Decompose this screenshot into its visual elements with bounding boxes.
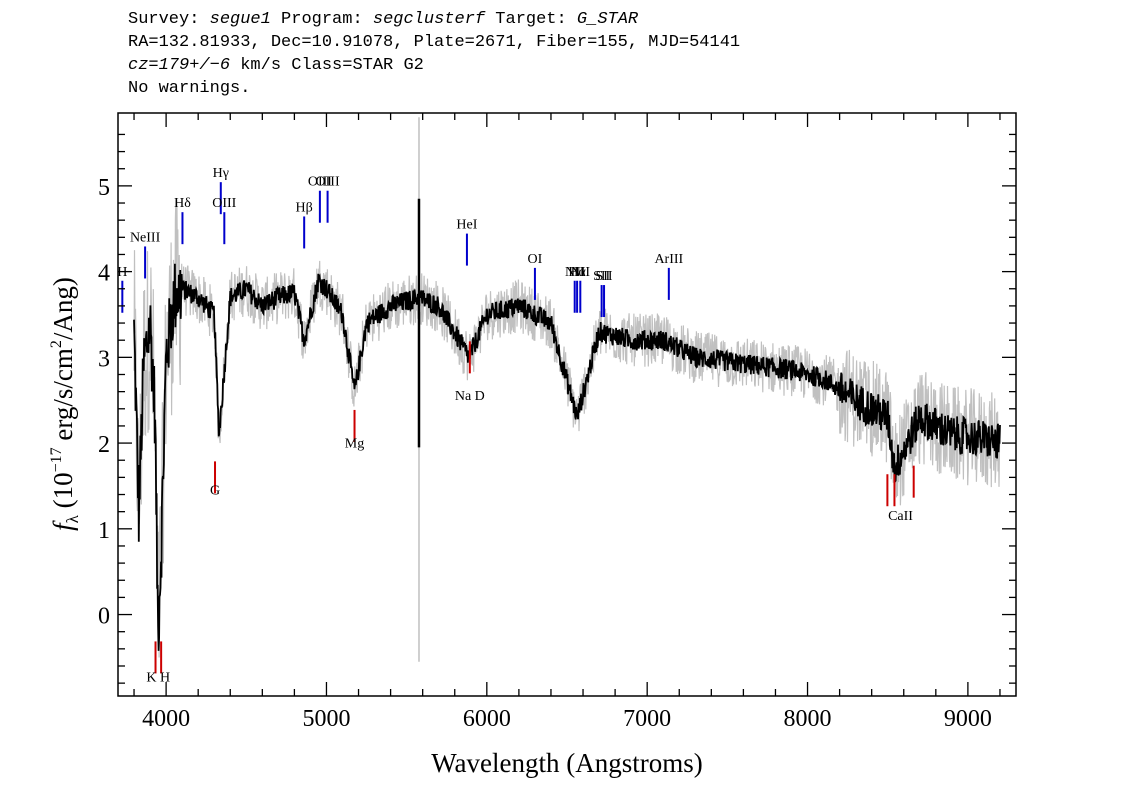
- absorption-line-label-4: CaII: [888, 509, 913, 524]
- header-line-warnings: No warnings.: [128, 79, 251, 98]
- survey-value: segue1: [209, 10, 271, 29]
- x-tick-label: 8000: [784, 706, 832, 732]
- target-value: G_STAR: [576, 10, 639, 29]
- emission-line-label-4: OIII: [212, 196, 236, 211]
- emission-line-label-7: OIII: [316, 175, 340, 190]
- program-value: segclusterf: [372, 10, 486, 29]
- x-tick-label: 9000: [944, 706, 992, 732]
- class-value: km/s Class=STAR G2: [230, 56, 424, 75]
- x-tick-label: 6000: [463, 706, 511, 732]
- y-tick-label: 5: [98, 175, 110, 201]
- absorption-line-label-0: K H: [146, 670, 170, 685]
- spectrum-header: Survey: segue1 Program: segclusterf Targ…: [128, 8, 740, 100]
- flux-series: [133, 198, 1001, 651]
- x-axis-title: Wavelength (Angstroms): [431, 748, 703, 778]
- x-tick-label: 4000: [142, 706, 190, 732]
- absorption-line-label-2: Mg: [345, 436, 364, 451]
- emission-line-label-6: OIII: [308, 175, 332, 190]
- y-tick-label: 1: [98, 518, 110, 544]
- absorption-line-label-1: G: [210, 484, 220, 499]
- emission-line-label-5: Hβ: [296, 200, 313, 215]
- emission-line-label-1: NeIII: [130, 230, 161, 245]
- line-markers: HNeIIIHδHγOIIIHβOIIIOIIIHeIOINIIHαNIISII…: [117, 166, 915, 685]
- header-line-survey: Survey: segue1 Program: segclusterf Targ…: [128, 8, 740, 31]
- emission-line-label-14: SII: [595, 269, 612, 284]
- x-tick-label: 7000: [623, 706, 671, 732]
- emission-line-label-13: SII: [593, 269, 610, 284]
- header-line-coordinates: RA=132.81933, Dec=10.91078, Plate=2671, …: [128, 33, 741, 52]
- y-tick-label: 0: [98, 604, 110, 630]
- plot-frame: [117, 112, 1017, 697]
- emission-line-label-10: NII: [565, 265, 585, 280]
- target-label: Target:: [485, 10, 577, 29]
- y-tick-label: 4: [98, 261, 110, 287]
- header-line-redshift: cz=179+/−6 km/s Class=STAR G2: [128, 54, 740, 77]
- program-label: Program:: [270, 10, 373, 29]
- y-tick-label: 2: [98, 432, 110, 458]
- emission-line-label-11: Hα: [568, 265, 586, 280]
- axis-ticks: 4000 5000 6000 7000 8000 9000 0 1 2 3 4 5: [98, 113, 1016, 732]
- survey-label: Survey:: [128, 10, 210, 29]
- absorption-line-label-3: Na D: [455, 389, 485, 404]
- y-tick-label: 3: [98, 346, 110, 372]
- y-axis-title: fλ (10−17 erg/s/cm2/Ang): [48, 277, 82, 531]
- emission-line-label-2: Hδ: [174, 196, 191, 211]
- x-tick-label: 5000: [302, 706, 350, 732]
- emission-line-label-8: HeI: [456, 218, 477, 233]
- emission-line-label-15: ArIII: [654, 252, 683, 267]
- emission-line-label-3: Hγ: [213, 166, 229, 181]
- emission-line-label-9: OI: [528, 252, 543, 267]
- emission-line-label-12: NII: [571, 265, 591, 280]
- flux-line: [133, 263, 1001, 651]
- cz-value: cz=179+/−6: [128, 56, 231, 75]
